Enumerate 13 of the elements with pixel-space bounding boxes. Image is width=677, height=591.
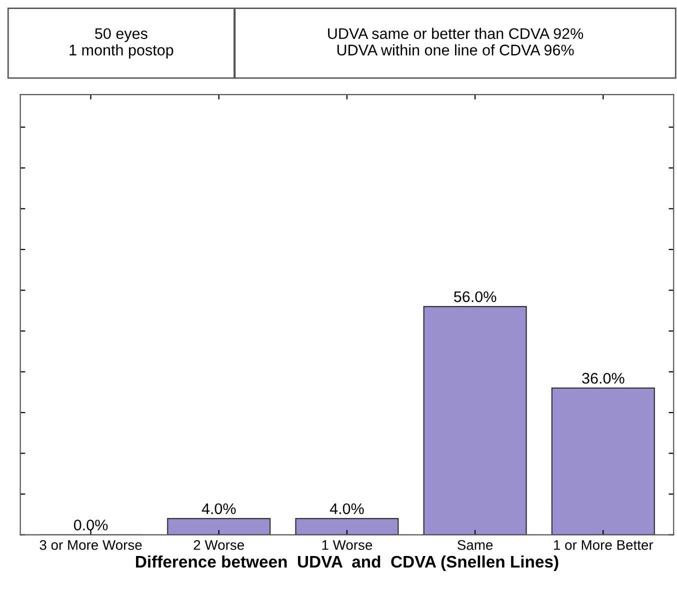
data-label: 4.0% — [330, 503, 364, 514]
text: UDVA same or better than CDVA 92% UDVA within one line of CDVA 96% — [328, 28, 584, 56]
data-label: 0.0% — [74, 520, 108, 530]
data-label: 4.0% — [202, 503, 236, 514]
data-label: 56.0% — [454, 291, 496, 302]
x-tick-label: 3 or More Worse — [40, 540, 142, 550]
x-axis-title: Difference between UDVA and CDVA (Snellen Lines) — [136, 555, 558, 571]
x-tick-label: 2 Worse — [194, 540, 244, 550]
x-tick-label: 1 or More Better — [554, 540, 654, 550]
x-tick-label: 1 Worse — [322, 540, 372, 550]
text: 50 eyes 1 month postop — [70, 28, 174, 58]
data-label: 36.0% — [582, 372, 624, 384]
x-tick-label: Same — [458, 540, 493, 550]
